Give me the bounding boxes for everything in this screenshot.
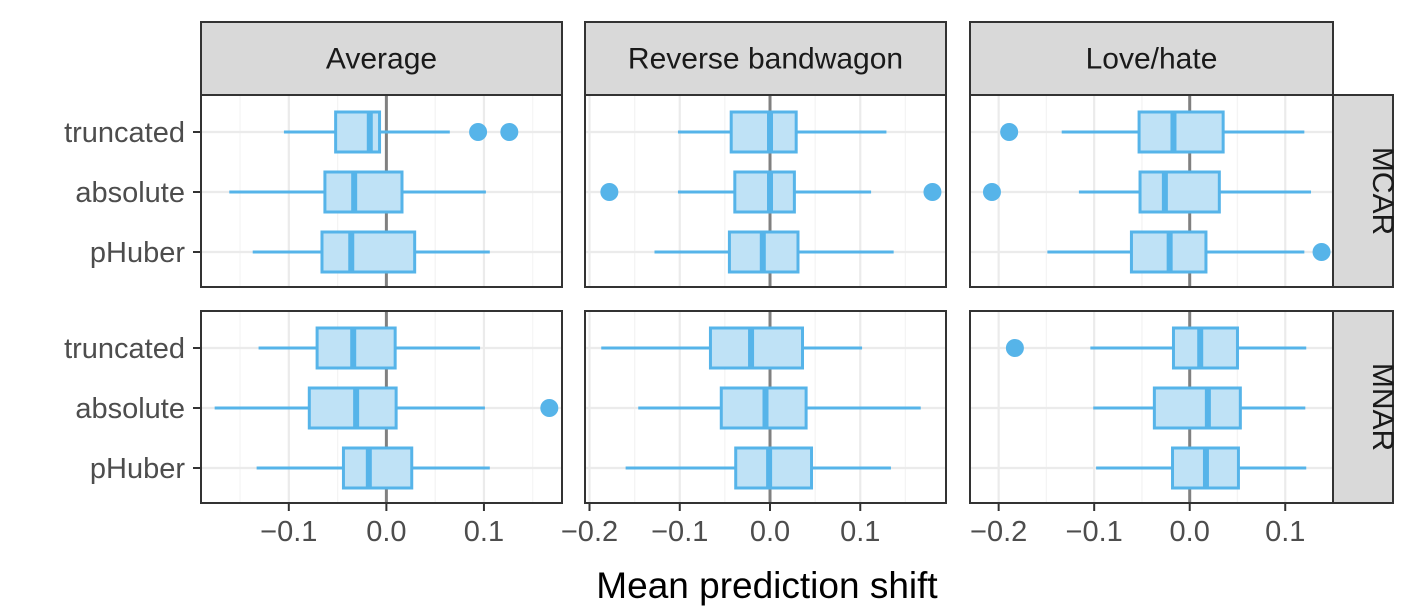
- box-iqr: [341, 446, 414, 490]
- x-axis: −0.1 0.0 0.1 −0.2 −0.1 0.0 0.1 −0.2 −0.1 0.0 0.1: [260, 503, 1305, 548]
- x-tick-label: 0.0: [1170, 516, 1210, 548]
- box-iqr: [334, 110, 382, 154]
- box-iqr: [708, 326, 805, 370]
- box-pHuber: [1047, 230, 1331, 274]
- box-truncated: [283, 110, 519, 154]
- panel-0-2: [969, 94, 1334, 288]
- strip-background: [200, 21, 563, 96]
- strip-background: [1332, 310, 1394, 504]
- strip-background: [969, 21, 1334, 96]
- box-iqr: [733, 170, 796, 214]
- box-truncated: [677, 110, 887, 154]
- strip-background: [1332, 94, 1394, 288]
- x-tick-label: 0.1: [1265, 516, 1305, 548]
- x-tick-label: 0.1: [464, 516, 504, 548]
- box-pHuber: [252, 230, 490, 274]
- box-absolute: [982, 170, 1312, 214]
- panel-border: [584, 310, 947, 504]
- box-absolute: [600, 170, 942, 214]
- box-truncated: [258, 326, 481, 370]
- column-strip-1: Reverse bandwagon: [584, 21, 947, 96]
- x-tick-label: 0.0: [366, 516, 406, 548]
- box-iqr: [1137, 110, 1225, 154]
- box-absolute: [638, 386, 921, 430]
- box-iqr: [1138, 170, 1221, 214]
- x-tick-label: −0.1: [651, 516, 708, 548]
- strips-layer: Average Reverse bandwagon Love/hate MCAR MNA…: [200, 21, 1399, 504]
- box-truncated: [1000, 110, 1305, 154]
- outlier-point: [500, 123, 519, 141]
- panel-0-1: [584, 94, 947, 288]
- outlier-point: [1000, 123, 1019, 141]
- box-iqr: [1171, 326, 1239, 370]
- outlier-point: [540, 399, 559, 417]
- x-tick-label: −0.1: [1066, 516, 1123, 548]
- outlier-point: [1312, 243, 1331, 261]
- panel-1-2: [969, 310, 1334, 504]
- column-strip-0: Average: [200, 21, 563, 96]
- y-tick-label: truncated: [64, 117, 185, 149]
- box-absolute: [1093, 386, 1306, 430]
- box-pHuber: [625, 446, 891, 490]
- box-absolute: [229, 170, 486, 214]
- row-strip-label: MCAR: [1366, 147, 1399, 235]
- panels-layer: [200, 94, 1334, 504]
- row-strip-label: MNAR: [1366, 363, 1399, 451]
- box-pHuber: [256, 446, 490, 490]
- box-iqr: [729, 110, 798, 154]
- column-strip-label: Average: [326, 43, 437, 76]
- y-axis: truncated absolute pHuber truncated absolute…: [64, 117, 201, 485]
- box-truncated: [1005, 326, 1307, 370]
- outlier-point: [600, 183, 619, 201]
- box-absolute: [214, 386, 559, 430]
- box-pHuber: [1096, 446, 1307, 490]
- x-tick-label: −0.2: [561, 516, 618, 548]
- panel-0-0: [200, 94, 563, 288]
- x-axis-title: Mean prediction shift: [596, 565, 938, 606]
- y-tick-label: pHuber: [90, 237, 185, 269]
- y-tick-label: pHuber: [90, 453, 185, 485]
- x-tick-label: 0.1: [840, 516, 880, 548]
- x-tick-label: −0.1: [260, 516, 317, 548]
- outlier-point: [1005, 339, 1024, 357]
- column-strip-label: Love/hate: [1086, 43, 1218, 76]
- outlier-point: [982, 183, 1001, 201]
- box-iqr: [1152, 386, 1242, 430]
- outlier-point: [469, 123, 488, 141]
- box-iqr: [307, 386, 398, 430]
- column-strip-label: Reverse bandwagon: [628, 43, 903, 76]
- panel-1-1: [584, 310, 947, 504]
- box-iqr: [323, 170, 404, 214]
- outlier-point: [923, 183, 942, 201]
- y-tick-label: absolute: [75, 393, 185, 425]
- x-tick-label: 0.0: [750, 516, 790, 548]
- x-tick-label: −0.2: [970, 516, 1027, 548]
- box-iqr: [320, 230, 417, 274]
- row-strip-1: MNAR: [1332, 310, 1399, 504]
- box-iqr: [734, 446, 814, 490]
- y-tick-label: truncated: [64, 333, 185, 365]
- strip-background: [584, 21, 947, 96]
- y-tick-label: absolute: [75, 177, 185, 209]
- box-truncated: [601, 326, 863, 370]
- row-strip-0: MCAR: [1332, 94, 1399, 288]
- box-pHuber: [654, 230, 894, 274]
- column-strip-2: Love/hate: [969, 21, 1334, 96]
- panel-1-0: [200, 310, 563, 504]
